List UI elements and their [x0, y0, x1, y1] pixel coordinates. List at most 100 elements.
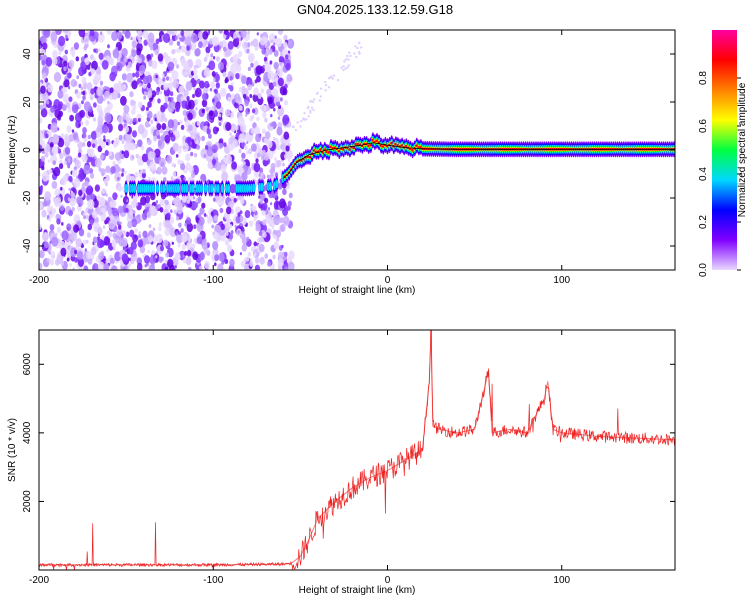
- spectrogram-noise-cell: [47, 159, 50, 163]
- spectrogram-noise-cell: [155, 204, 159, 210]
- spectrogram-noise-cell: [71, 192, 75, 198]
- spectrogram-noise-cell: [68, 59, 75, 69]
- colorbar-tick-label: 0.4: [698, 167, 709, 181]
- spectrogram-noise-cell: [235, 125, 239, 131]
- spectrogram-noise-cell: [268, 48, 273, 55]
- spectrogram-noise-cell: [76, 91, 81, 99]
- spectrogram-noise-cell: [233, 198, 237, 203]
- spectrogram-noise-cell: [210, 81, 216, 89]
- spectrogram-noise-cell: [117, 167, 121, 172]
- spectrogram-noise-cell: [181, 234, 188, 243]
- spectrogram-noise-cell: [143, 91, 147, 96]
- spectrogram-noise-cell: [353, 52, 356, 55]
- spectrogram-noise-cell: [161, 166, 168, 175]
- spectrogram-noise-cell: [294, 128, 297, 132]
- spectrogram-noise-cell: [121, 47, 128, 57]
- spectrogram-noise-cell: [92, 265, 96, 270]
- spectrogram-noise-cell: [303, 112, 306, 115]
- spectrogram-noise-cell: [176, 216, 180, 221]
- spectrogram-noise-cell: [170, 97, 174, 102]
- spectrogram-noise-cell: [260, 152, 264, 157]
- spectrogram-noise-cell: [128, 246, 134, 255]
- spectrogram-noise-cell: [218, 122, 222, 127]
- spectrogram-noise-cell: [134, 228, 138, 234]
- spectrogram-noise-cell: [87, 134, 91, 140]
- spectrogram-noise-cell: [193, 64, 197, 70]
- spectrogram-noise-cell: [235, 99, 239, 104]
- spectrogram-noise-cell: [195, 198, 199, 203]
- spectrogram-noise-cell: [138, 117, 141, 123]
- spectrogram-noise-cell: [212, 241, 219, 250]
- spectrogram-noise-cell: [349, 54, 352, 58]
- spectrogram-noise-cell: [64, 49, 69, 55]
- spectrogram-noise-cell: [70, 79, 77, 88]
- spectrogram-noise-cell: [188, 165, 194, 174]
- spectrogram-noise-cell: [277, 116, 281, 120]
- spectrogram-noise-cell: [105, 182, 108, 187]
- spectrogram-noise-cell: [319, 87, 323, 90]
- spectrogram-noise-cell: [343, 60, 346, 63]
- spectrogram-noise-cell: [256, 116, 260, 122]
- spectrogram-noise-cell: [220, 87, 227, 97]
- spectrogram-noise-cell: [185, 217, 192, 225]
- spectrogram-noise-cell: [356, 46, 359, 50]
- spectrogram-noise-cell: [191, 126, 197, 134]
- spectrogram-noise-cell: [69, 263, 72, 267]
- spectrogram-noise-cell: [56, 254, 64, 264]
- spectrogram-ridge-cell: [268, 181, 272, 191]
- spectrogram-noise-cell: [171, 241, 174, 245]
- spectrogram-noise-cell: [288, 192, 293, 199]
- spectrogram-noise-cell: [230, 230, 234, 235]
- spectrogram-noise-cell: [169, 216, 175, 224]
- spectrogram-noise-cell: [283, 34, 288, 41]
- spectrogram-noise-cell: [276, 237, 280, 242]
- spectrogram-noise-cell: [160, 245, 164, 252]
- spectrogram-noise-cell: [344, 67, 347, 70]
- spectrogram-noise-cell: [45, 57, 53, 67]
- spectrogram-noise-cell: [130, 36, 133, 41]
- spectrogram-noise-cell: [229, 224, 233, 229]
- x-tick-label: 100: [553, 575, 570, 586]
- spectrogram-noise-cell: [71, 169, 78, 177]
- spectrogram-noise-cell: [158, 256, 163, 263]
- colorbar-label: Normalized spectral amplitude: [737, 82, 748, 217]
- spectrogram-noise-cell: [279, 217, 284, 224]
- spectrogram-noise-cell: [229, 132, 232, 136]
- spectrogram-noise-cell: [268, 82, 274, 91]
- spectrogram-noise-cell: [269, 126, 274, 132]
- spectrogram-noise-cell: [273, 234, 277, 240]
- spectrogram-noise-cell: [244, 100, 249, 107]
- spectrogram-noise-cell: [247, 66, 251, 72]
- spectrogram-noise-cell: [282, 215, 290, 227]
- spectrogram-noise-cell: [161, 112, 166, 119]
- spectrogram-noise-cell: [121, 83, 127, 91]
- spectrogram-noise-cell: [193, 87, 196, 91]
- spectrogram-noise-cell: [270, 162, 276, 171]
- spectrogram-noise-cell: [53, 166, 61, 177]
- spectrogram-noise-cell: [163, 102, 168, 110]
- spectrogram-noise-cell: [103, 262, 110, 270]
- spectrogram-noise-cell: [68, 187, 71, 191]
- spectrogram-noise-cell: [288, 40, 291, 45]
- spectrogram-noise-cell: [156, 123, 162, 131]
- spectrogram-noise-cell: [171, 48, 176, 55]
- spectrogram-noise-cell: [54, 127, 58, 133]
- spectrogram-noise-cell: [189, 141, 193, 146]
- spectrogram-noise-cell: [63, 66, 67, 72]
- spectrogram-noise-cell: [155, 38, 160, 45]
- spectrogram-noise-cell: [238, 87, 243, 92]
- spectrogram-ridge-cell: [260, 182, 264, 192]
- spectrogram-noise-cell: [143, 95, 147, 100]
- spectrogram-noise-cell: [131, 218, 138, 228]
- spectrogram-noise-cell: [264, 117, 268, 123]
- spectrogram-noise-cell: [78, 66, 85, 77]
- spectrogram-noise-cell: [125, 231, 130, 238]
- spectrogram-noise-cell: [125, 174, 132, 183]
- spectrogram-noise-cell: [83, 215, 86, 220]
- spectrogram-noise-cell: [262, 64, 265, 69]
- spectrogram-noise-cell: [275, 37, 283, 48]
- spectrogram-noise-cell: [109, 71, 116, 82]
- spectrogram-noise-cell: [275, 172, 279, 178]
- spectrogram-noise-cell: [152, 227, 156, 232]
